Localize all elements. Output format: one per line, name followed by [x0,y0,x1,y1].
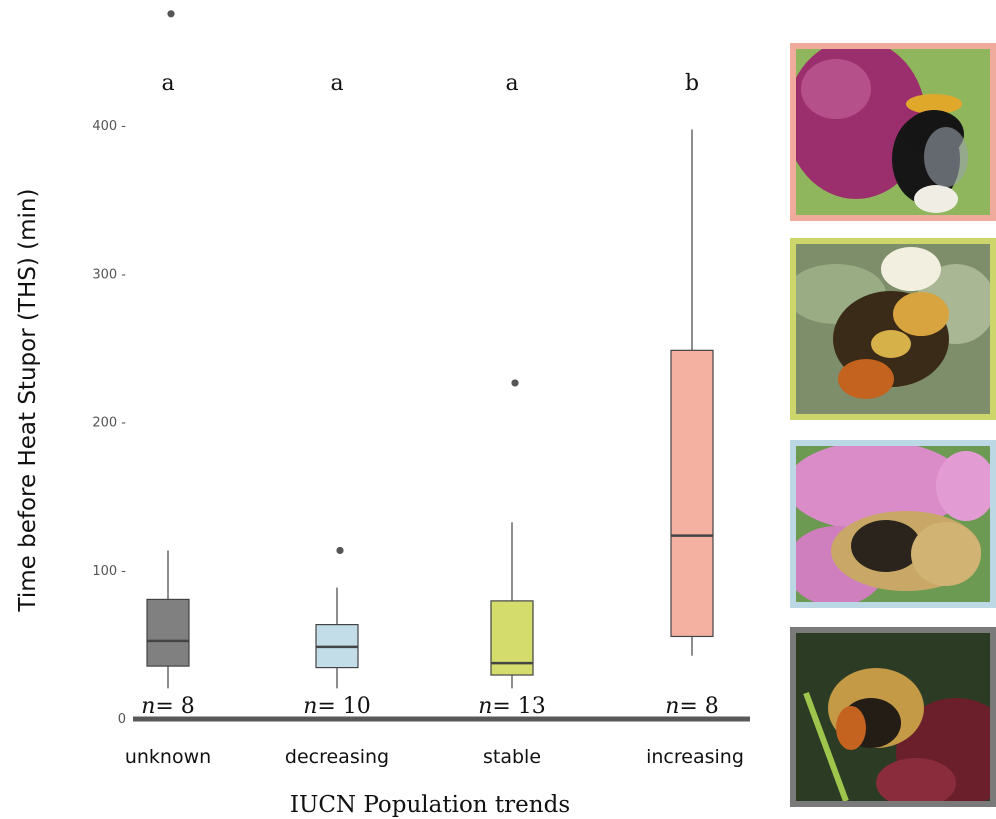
box-unknown [146,598,190,667]
y-tick-label: 0 [118,712,126,727]
photo-unknown [790,627,996,807]
significance-letter: a [330,71,343,96]
significance-letter: b [685,71,699,96]
y-tick-label: 300 - [92,267,126,282]
box-increasing [670,349,714,638]
sample-size-label: n= 8 [141,694,195,719]
n-equals: = [317,694,342,719]
bumblebee-photo-icon [796,244,990,414]
sample-size-label: n= 13 [478,694,546,719]
y-tick-label: 400 - [92,119,126,134]
n-value: 13 [518,694,546,719]
bumblebee-photo-icon [796,446,990,602]
n-value: 8 [181,694,195,719]
photo-decreasing [790,440,996,608]
n-equals: = [155,694,180,719]
n-symbol: n [141,694,155,719]
photo-stable [790,238,996,420]
significance-letter: a [161,71,174,96]
n-equals: = [679,694,704,719]
n-value: 8 [705,694,719,719]
y-tick-label: 200 - [92,416,126,431]
x-tick-label: decreasing [285,746,389,768]
x-axis-title: IUCN Population trends [290,792,570,818]
n-symbol: n [478,694,492,719]
bumblebee-photo-icon [796,633,990,801]
bumblebee-photo-icon [796,49,990,215]
n-symbol: n [303,694,317,719]
significance-letter: a [505,71,518,96]
outlier-point [336,546,344,555]
x-tick-label: stable [483,746,541,768]
y-axis-title: Time before Heat Stupor (THS) (min) [15,189,41,613]
outlier-point [167,10,175,18]
x-tick-label: increasing [646,746,744,768]
x-tick-label: unknown [125,746,211,768]
y-tick-label: 100 - [92,564,126,579]
n-equals: = [492,694,517,719]
sample-size-label: n= 8 [665,694,719,719]
photo-increasing [790,43,996,221]
n-value: 10 [343,694,371,719]
sample-size-label: n= 10 [303,694,371,719]
outlier-point [511,379,519,387]
n-symbol: n [665,694,679,719]
